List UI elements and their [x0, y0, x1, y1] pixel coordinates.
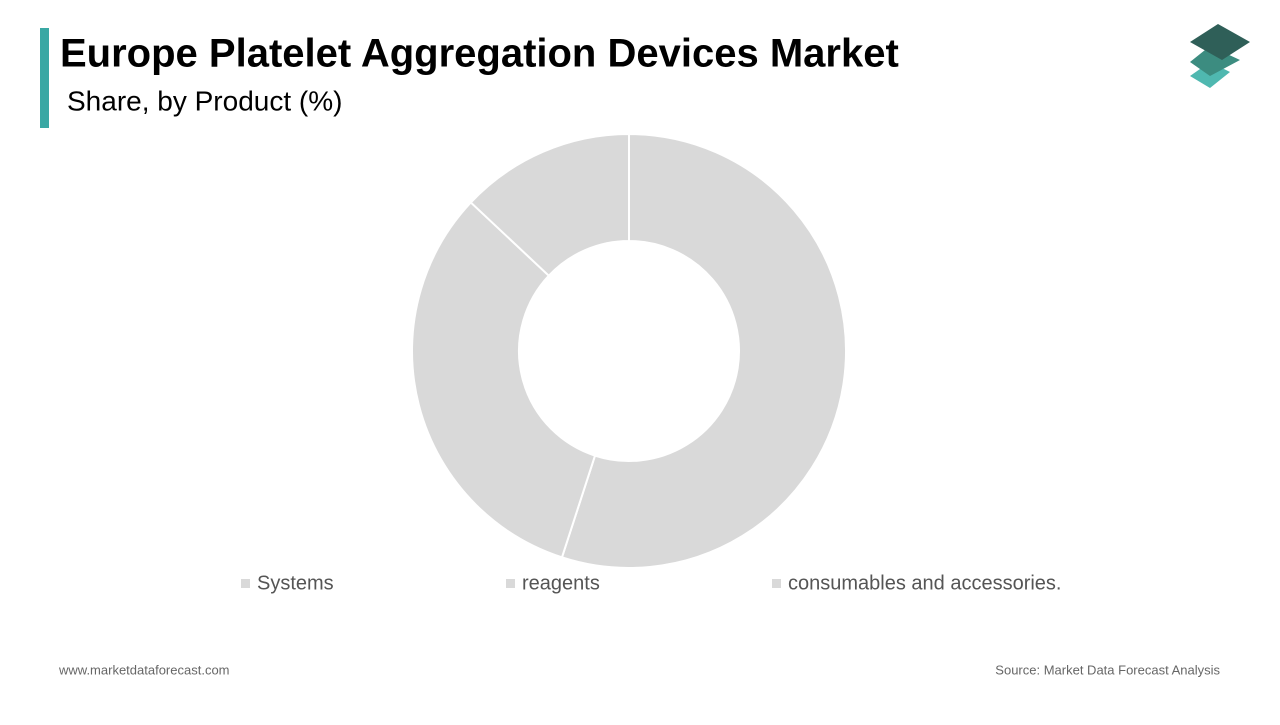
- plot: Systems reagents consumables and accessori…: [241, 132, 1061, 594]
- legend-swatch: [506, 579, 515, 588]
- donut-segment: [469, 132, 630, 278]
- logo: [1190, 24, 1250, 88]
- chart-subtitle: Share, by Product (%): [67, 85, 342, 116]
- legend-swatch: [241, 579, 250, 588]
- legend-label: reagents: [522, 572, 600, 594]
- legend-label: consumables and accessories.: [788, 572, 1061, 594]
- legend-label: Systems: [257, 572, 334, 594]
- website: www.marketdataforecast.com: [58, 662, 230, 677]
- legend-swatch: [772, 579, 781, 588]
- donut-segment: [411, 201, 597, 559]
- chart-title: Europe Platelet Aggregation Devices Mark…: [60, 32, 899, 76]
- donut-segment: [560, 132, 847, 569]
- source: Source: Market Data Forecast Analysis: [995, 662, 1220, 677]
- title-accent: [40, 28, 49, 128]
